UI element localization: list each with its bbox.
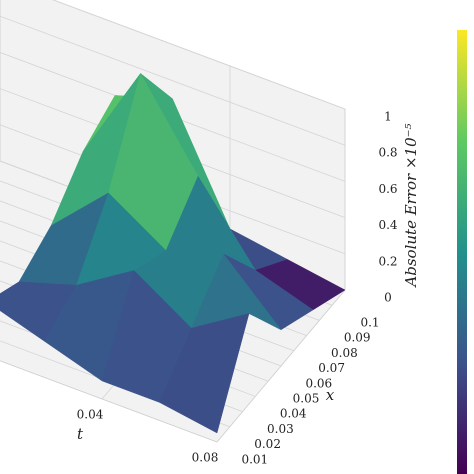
grid-line [52,0,346,110]
t-axis-title: t [77,425,84,443]
z-axis-title: Absolute Error ×10⁻⁵ [402,123,420,288]
x-tick-label: 0.06 [305,376,332,390]
x-tick-label: 0.03 [267,422,294,436]
x-tick-label: 0.02 [254,437,281,451]
x-tick-label: 0.1 [360,316,379,330]
z-tick-label: 0.2 [378,254,397,268]
x-tick-label: 0.07 [318,361,345,375]
grid-line [0,15,346,146]
z-tick-label: 0.6 [378,182,397,196]
x-tick-label: 0.08 [331,346,358,360]
z-tick-label: 0 [384,291,392,305]
t-tick-label: 0.08 [192,451,219,465]
x-tick-label: 0.05 [293,392,320,406]
z-tick-label: 0.4 [378,218,397,232]
z-tick-label: 0.8 [378,146,397,160]
x-axis-title: x [326,386,335,404]
surface-patch [159,313,250,434]
x-tick-label: 0.09 [344,331,371,345]
grid-line [216,289,346,443]
z-tick-label: 1 [384,110,392,124]
x-tick-label: 0.04 [280,407,307,421]
colorbar [457,30,467,474]
x-tick-label: 0.01 [241,452,268,466]
t-tick-label: 0.04 [77,408,104,422]
